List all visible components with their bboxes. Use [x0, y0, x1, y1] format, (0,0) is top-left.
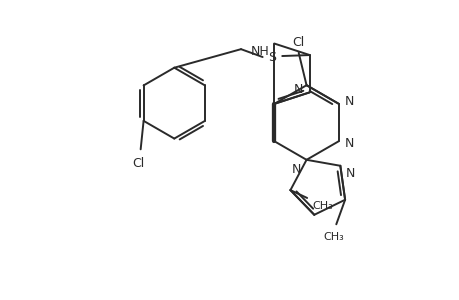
Text: N: N	[291, 163, 301, 176]
Text: Cl: Cl	[292, 35, 304, 49]
Text: S: S	[268, 50, 276, 64]
Text: N: N	[344, 136, 353, 150]
Text: NH: NH	[251, 45, 269, 58]
Text: CH₃: CH₃	[312, 201, 332, 211]
Text: CH₃: CH₃	[322, 232, 343, 242]
Text: Cl: Cl	[132, 157, 145, 169]
Text: N: N	[345, 167, 354, 180]
Text: N: N	[293, 83, 302, 96]
Text: N: N	[344, 95, 353, 108]
